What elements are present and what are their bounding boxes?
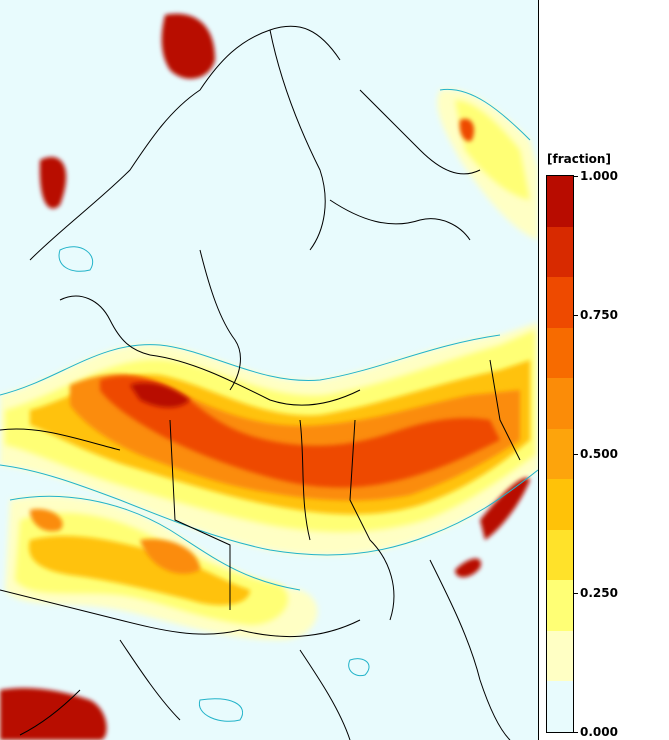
legend-color-segment	[547, 529, 573, 581]
legend-tick-mark	[573, 176, 578, 177]
legend-color-segment	[547, 277, 573, 328]
color-scale-bar	[546, 175, 574, 733]
legend-color-segment	[547, 479, 573, 530]
map-panel[interactable]	[0, 0, 539, 740]
legend-title: [fraction]	[547, 152, 611, 166]
legend-color-segment	[547, 327, 573, 379]
legend-tick-mark	[573, 732, 578, 733]
legend-color-segment	[547, 630, 573, 682]
high-band	[100, 118, 500, 488]
legend-tick-mark	[573, 454, 578, 455]
legend: [fraction] 1.000 0.750 0.500 0.250 0.000	[539, 0, 669, 740]
legend-tick-mark	[573, 315, 578, 316]
legend-tick-label: 0.750	[580, 308, 618, 322]
fraction-map	[0, 13, 538, 740]
legend-color-segment	[547, 580, 573, 631]
peak-band	[0, 13, 530, 740]
legend-tick-label: 0.000	[580, 725, 618, 739]
legend-tick-label: 0.500	[580, 447, 618, 461]
legend-tick-mark	[573, 593, 578, 594]
legend-color-segment	[547, 428, 573, 480]
legend-color-segment	[547, 176, 573, 227]
legend-color-segment	[547, 681, 573, 733]
coastlines	[0, 25, 521, 740]
legend-tick-label: 0.250	[580, 586, 618, 600]
legend-color-segment	[547, 226, 573, 278]
contour-lines	[0, 88, 538, 722]
legend-tick-label: 1.000	[580, 169, 618, 183]
legend-color-segment	[547, 378, 573, 429]
